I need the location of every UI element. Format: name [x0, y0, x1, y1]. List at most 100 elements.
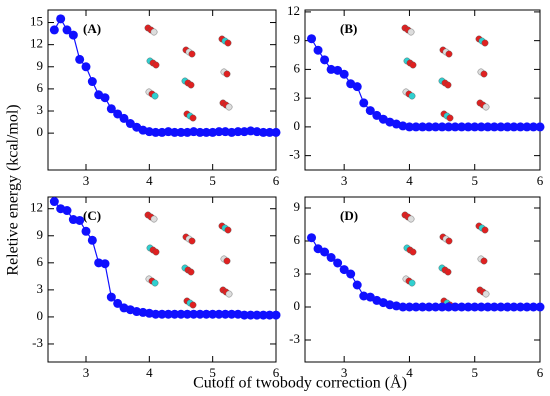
- data-point: [411, 302, 421, 312]
- molecule-atom: [189, 301, 197, 309]
- data-point: [470, 122, 480, 132]
- data-point: [476, 302, 486, 312]
- data-point: [411, 122, 421, 132]
- data-point: [258, 310, 268, 320]
- data-point: [176, 127, 186, 137]
- data-point: [372, 110, 382, 120]
- data-point: [87, 77, 97, 87]
- x-tick-label: 4: [406, 365, 413, 380]
- data-point: [182, 309, 192, 319]
- molecule-atom: [223, 70, 231, 78]
- y-tick-label: 15: [30, 14, 43, 29]
- data-point: [535, 302, 545, 312]
- molecule-atom: [188, 237, 196, 245]
- molecule-atom: [188, 50, 196, 58]
- data-point: [320, 55, 330, 65]
- data-point: [457, 122, 467, 132]
- data-point: [359, 98, 369, 108]
- data-point: [201, 309, 211, 319]
- plot-frame: [304, 196, 541, 363]
- panel-label: (D): [340, 208, 358, 223]
- data-point: [470, 302, 480, 312]
- y-tick-label: 6: [294, 60, 301, 75]
- y-tick-label: 3: [294, 89, 301, 104]
- data-point: [450, 122, 460, 132]
- data-point: [170, 127, 180, 137]
- data-point: [214, 127, 224, 137]
- data-point: [208, 309, 218, 319]
- data-point: [457, 302, 467, 312]
- data-point: [201, 127, 211, 137]
- y-tick-label: 3: [37, 102, 44, 117]
- molecule-atom: [445, 50, 453, 58]
- data-point: [418, 302, 427, 312]
- data-point: [239, 310, 249, 320]
- molecule-atom: [409, 61, 417, 69]
- molecule-atom: [444, 81, 452, 89]
- molecule-atom: [481, 39, 489, 47]
- data-point: [515, 122, 525, 132]
- data-point: [483, 122, 493, 132]
- data-point: [326, 253, 336, 262]
- data-point: [496, 302, 506, 312]
- data-point: [214, 309, 224, 319]
- data-point: [463, 122, 473, 132]
- y-tick-label: 9: [294, 32, 301, 47]
- y-tick-label: 0: [294, 298, 301, 313]
- data-point: [252, 310, 262, 320]
- data-point: [320, 247, 330, 257]
- data-point: [75, 54, 85, 64]
- data-point: [49, 197, 59, 207]
- molecule-atom: [409, 248, 417, 256]
- data-point: [444, 302, 454, 312]
- x-tick-label: 4: [406, 173, 413, 188]
- data-point: [62, 206, 72, 216]
- molecule-atom: [480, 257, 488, 265]
- panel-label: (A): [83, 21, 101, 36]
- data-point: [56, 14, 66, 24]
- x-tick-label: 4: [146, 173, 153, 188]
- y-tick-label: 12: [30, 200, 43, 215]
- x-tick-label: 6: [537, 173, 544, 188]
- x-tick-label: 6: [273, 173, 280, 188]
- plot-frame: [304, 9, 541, 171]
- molecule-atom: [150, 215, 158, 223]
- data-point: [119, 113, 129, 123]
- y-tick-label: -3: [32, 335, 43, 350]
- data-point: [87, 235, 97, 245]
- y-tick-label: 6: [37, 254, 44, 269]
- data-point: [535, 122, 545, 132]
- series-line: [311, 38, 540, 128]
- data-point: [437, 302, 447, 312]
- molecule-atom: [187, 81, 195, 89]
- x-tick-label: 5: [471, 365, 478, 380]
- plot-frame: [47, 9, 277, 171]
- data-point: [333, 65, 343, 75]
- data-point: [509, 122, 519, 132]
- x-tick-label: 5: [471, 173, 478, 188]
- data-point: [483, 302, 493, 312]
- data-point: [431, 122, 441, 132]
- data-point: [352, 280, 362, 290]
- data-point: [346, 269, 356, 279]
- data-point: [106, 104, 116, 114]
- data-point: [233, 127, 243, 137]
- data-point: [339, 265, 349, 275]
- data-point: [68, 30, 78, 40]
- y-tick-label: 6: [294, 232, 301, 247]
- data-point: [444, 122, 454, 132]
- data-point: [502, 302, 512, 312]
- molecule-atom: [189, 114, 197, 122]
- data-point: [163, 309, 173, 319]
- molecule-atom: [152, 61, 160, 69]
- x-axis-label: Cutoff of twobody correction (Å): [193, 374, 407, 392]
- data-point: [463, 302, 473, 312]
- x-tick-label: 3: [83, 365, 90, 380]
- data-point: [528, 122, 538, 132]
- data-point: [258, 127, 268, 137]
- molecule-atom: [225, 290, 233, 298]
- data-point: [75, 215, 85, 225]
- data-point: [151, 127, 161, 137]
- data-point: [496, 122, 506, 132]
- data-point: [431, 302, 441, 312]
